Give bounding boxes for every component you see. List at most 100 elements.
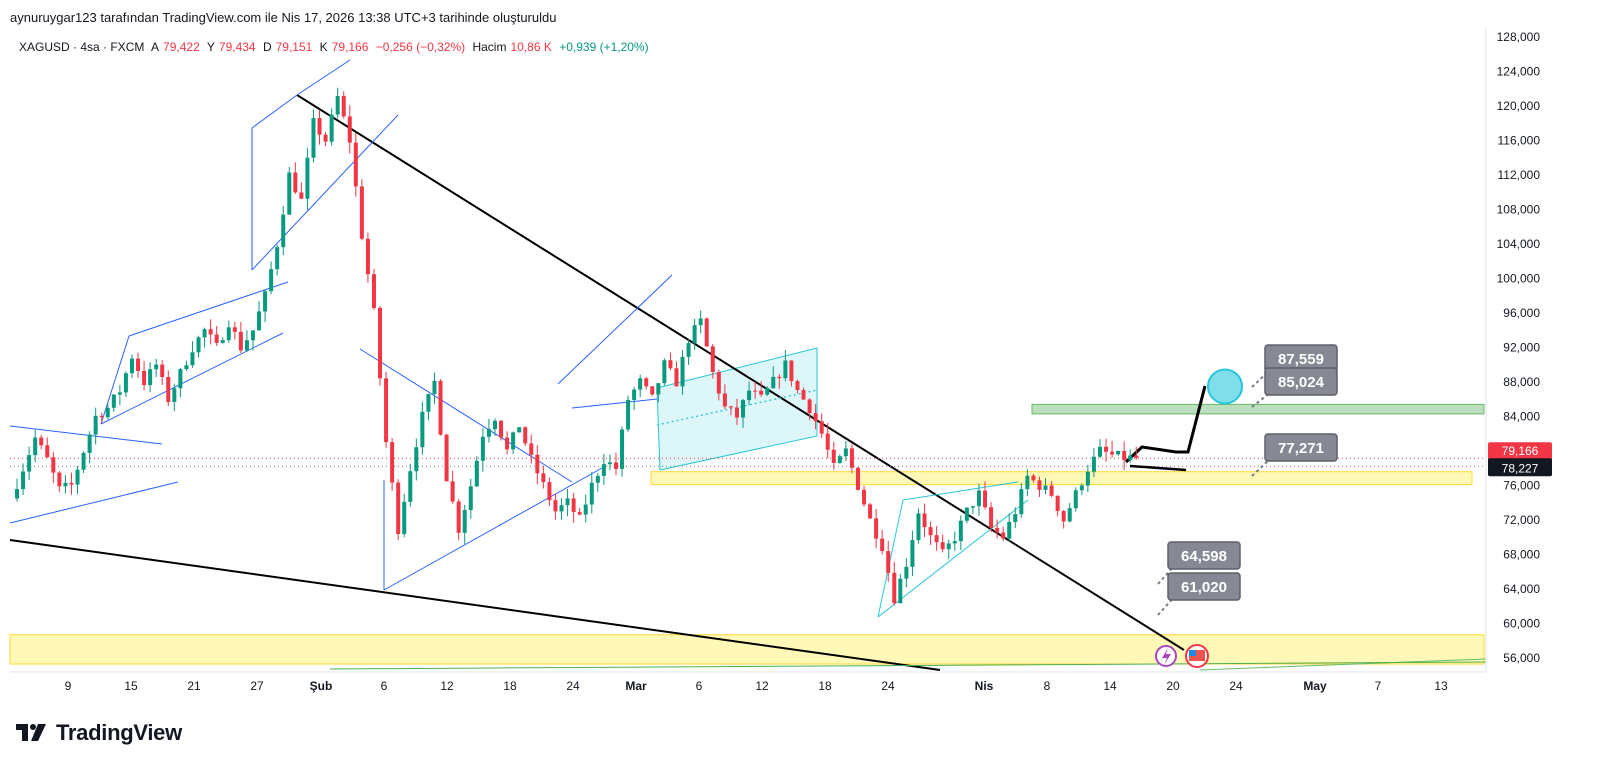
candle: [759, 390, 764, 395]
candle: [656, 383, 661, 395]
candle: [359, 186, 364, 239]
candle: [789, 360, 794, 382]
candle: [226, 327, 231, 341]
price-tick-label: 108,000: [1497, 203, 1541, 217]
wedge-lower: [877, 499, 1029, 618]
candle: [480, 436, 485, 461]
candle: [916, 513, 921, 541]
volume-label: Hacim: [472, 40, 507, 54]
candle: [1110, 451, 1115, 455]
time-tick-label: 13: [1434, 679, 1448, 693]
low-label: D: [262, 40, 272, 54]
close-value: 79,166: [331, 40, 369, 54]
reference-price-label: 78,227: [1502, 461, 1539, 475]
candle: [934, 535, 939, 543]
march-flat-line: [571, 398, 658, 409]
candle: [922, 513, 927, 528]
triangle-lower: [383, 467, 603, 591]
candle: [710, 346, 715, 373]
bottom-green-line-2: [329, 661, 1487, 670]
candle: [668, 360, 673, 369]
candle: [783, 360, 788, 379]
candle: [1061, 510, 1066, 522]
price-tick-label: 92,000: [1503, 341, 1540, 355]
candle: [172, 388, 177, 403]
volume-change: +0,939 (+1,20%): [559, 40, 649, 54]
candle: [692, 325, 697, 344]
symbol-name[interactable]: XAGUSD · 4sa · FXCM: [19, 40, 145, 54]
candle: [426, 394, 431, 412]
candle: [747, 390, 752, 401]
candle: [81, 452, 86, 470]
time-tick-label: 9: [65, 679, 72, 693]
price-tick-label: 76,000: [1503, 479, 1540, 493]
candle: [644, 378, 649, 387]
candle: [1079, 485, 1084, 491]
left-rising-line: [9, 481, 179, 524]
candle: [329, 114, 334, 142]
candle: [1067, 508, 1072, 522]
candle: [771, 376, 776, 389]
candle: [638, 378, 643, 390]
candle: [529, 443, 534, 455]
candle: [1049, 485, 1054, 496]
candle: [928, 527, 933, 536]
candle: [275, 247, 280, 270]
peak-channel-top: [251, 94, 298, 129]
candle: [378, 307, 383, 379]
candle: [450, 481, 455, 502]
candle: [166, 376, 171, 403]
candle: [535, 454, 540, 474]
candle: [408, 471, 413, 502]
time-tick-label: 7: [1375, 679, 1382, 693]
rising-channel-top: [128, 281, 289, 337]
rising-channel-edge: [100, 335, 130, 425]
candles-layer: [15, 87, 1139, 606]
tradingview-logo[interactable]: TradingView: [14, 720, 182, 746]
candle: [995, 527, 1000, 533]
candle: [831, 449, 836, 463]
candle: [983, 490, 988, 508]
candle: [365, 238, 370, 275]
candle: [880, 538, 885, 552]
candle: [51, 457, 56, 473]
candle: [843, 448, 848, 457]
candle: [21, 471, 26, 490]
open-label: A: [151, 40, 160, 54]
target-leader: [1251, 457, 1272, 477]
candle: [662, 360, 667, 384]
candle: [341, 95, 346, 117]
candle: [1019, 489, 1024, 515]
candle: [753, 390, 758, 392]
high-label: Y: [206, 40, 215, 54]
candle: [287, 172, 292, 215]
candle: [1037, 480, 1042, 490]
candle: [238, 331, 243, 351]
candle: [620, 429, 625, 469]
candle: [626, 400, 631, 430]
candle: [517, 427, 522, 433]
candle: [940, 542, 945, 550]
candle: [849, 448, 854, 468]
time-tick-label: 6: [381, 679, 388, 693]
time-tick-label: 12: [440, 679, 454, 693]
time-tick-label: 18: [818, 679, 832, 693]
candle: [1001, 532, 1006, 539]
target-badge-label: 87,559: [1278, 351, 1324, 368]
candle: [613, 462, 618, 469]
target-badge: [1264, 433, 1338, 462]
time-tick-label: 24: [1229, 679, 1243, 693]
open-value: 79,422: [163, 40, 200, 54]
reference-price-badge: [1488, 458, 1552, 477]
candle: [505, 437, 510, 450]
price-tick-label: 84,000: [1503, 410, 1540, 424]
candle: [813, 413, 818, 422]
bottom-green-line: [1199, 658, 1487, 671]
candle: [33, 437, 38, 456]
target-badge-label: 64,598: [1181, 548, 1227, 565]
candle: [862, 489, 867, 505]
candle: [1104, 446, 1109, 452]
price-tick-label: 104,000: [1497, 237, 1541, 251]
candle: [898, 578, 903, 604]
